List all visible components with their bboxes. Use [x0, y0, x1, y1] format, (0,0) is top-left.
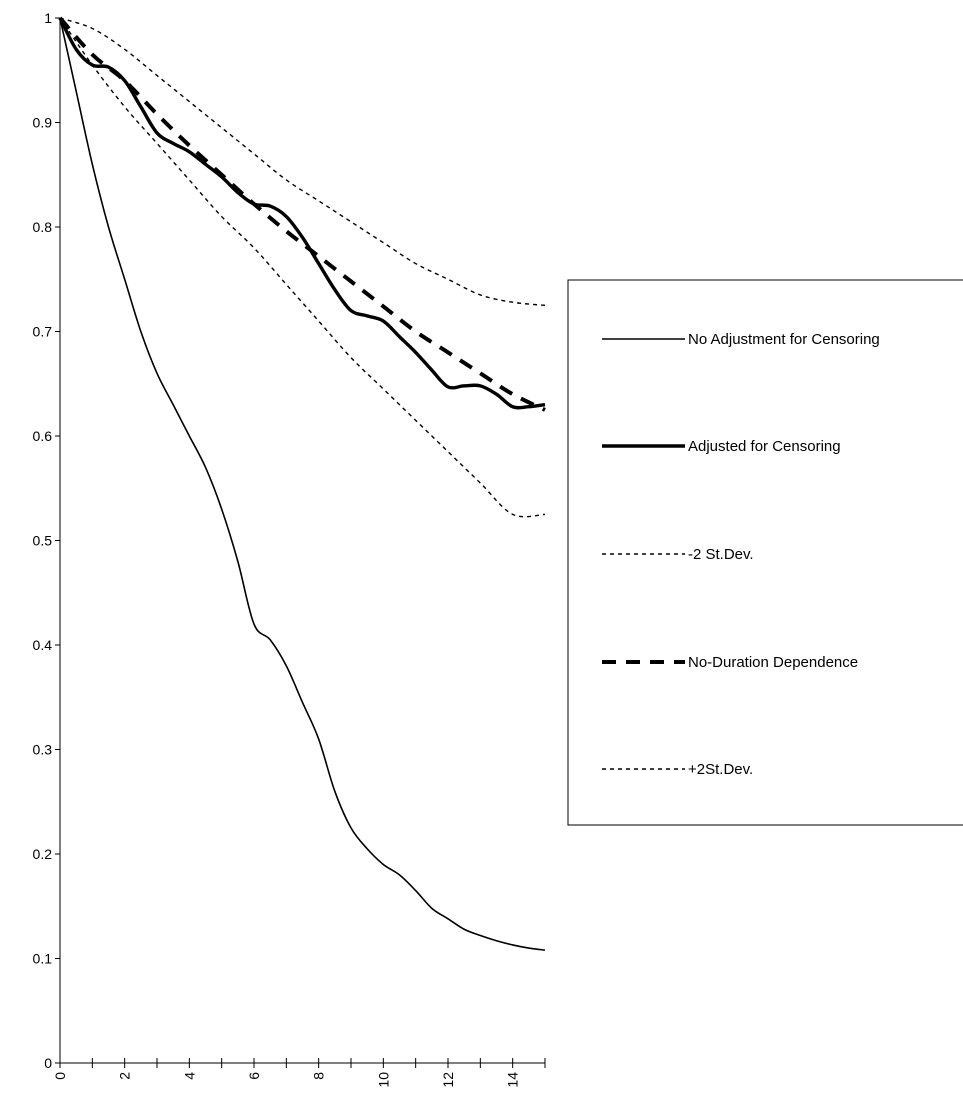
y-tick-label: 0.3 — [33, 742, 53, 758]
series-line-1 — [59, 17, 546, 951]
series-line-2 — [58, 17, 546, 410]
y-tick-label: 0.7 — [33, 324, 53, 340]
y-tick-label: 0.2 — [33, 846, 53, 862]
x-tick-label: 12 — [440, 1072, 456, 1088]
y-tick-label: 0 — [44, 1055, 52, 1071]
x-tick-label: 14 — [505, 1072, 521, 1088]
legend-label: Adjusted for Censoring — [688, 438, 841, 455]
legend-label: No-Duration Dependence — [688, 654, 858, 671]
legend-label: -2 St.Dev. — [688, 546, 754, 563]
x-tick-label: 6 — [246, 1072, 262, 1080]
x-tick-label: 10 — [375, 1072, 391, 1088]
y-tick-label: 0.9 — [33, 115, 53, 131]
x-tick-label: 0 — [52, 1072, 68, 1080]
legend-box — [567, 279, 963, 826]
y-tick-label: 0.8 — [33, 219, 53, 235]
y-tick-label: 0.5 — [33, 533, 53, 549]
y-tick-label: 0.1 — [33, 951, 53, 967]
axes: 00.10.20.30.40.50.60.70.80.910 2 4 6 8 10 12 14 — [33, 10, 546, 1088]
x-tick-label: 4 — [181, 1072, 197, 1080]
legend-label: +2St.Dev. — [688, 761, 753, 778]
x-tick-label: 2 — [117, 1072, 133, 1080]
series-group — [58, 16, 546, 951]
y-tick-label: 0.4 — [33, 637, 53, 653]
y-tick-label: 0.6 — [33, 428, 53, 444]
series-line-5 — [59, 17, 546, 307]
x-tick-label: 8 — [311, 1072, 327, 1080]
legend: No Adjustment for Censoring Adjusted for … — [567, 279, 963, 826]
legend-label: No Adjustment for Censoring — [688, 331, 880, 348]
series-line-4 — [58, 16, 546, 412]
y-tick-label: 1 — [44, 10, 52, 26]
